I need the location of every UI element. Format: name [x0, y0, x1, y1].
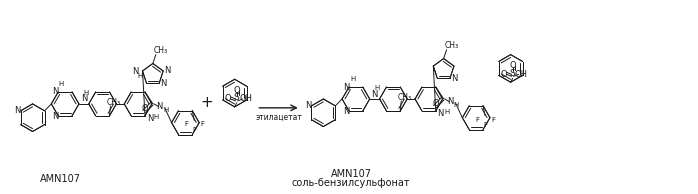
Text: CH₃: CH₃	[445, 41, 459, 50]
Text: S: S	[510, 69, 516, 78]
Text: N: N	[447, 97, 454, 106]
Text: CH₃: CH₃	[106, 98, 121, 107]
Text: N: N	[52, 87, 59, 96]
Text: этилацетат: этилацетат	[255, 113, 302, 122]
Text: O: O	[510, 61, 516, 70]
Text: H: H	[163, 107, 168, 113]
Text: H: H	[83, 90, 89, 96]
Text: F: F	[483, 122, 487, 128]
Text: OH: OH	[239, 94, 252, 103]
Text: N: N	[147, 114, 153, 123]
Text: H: H	[350, 76, 355, 82]
Text: F: F	[200, 121, 204, 127]
Text: F: F	[184, 121, 188, 127]
Text: O: O	[433, 99, 439, 108]
Text: N: N	[343, 107, 349, 116]
Text: S: S	[234, 94, 239, 102]
Text: F: F	[491, 117, 495, 123]
Text: +: +	[201, 95, 214, 110]
Text: N: N	[164, 67, 170, 75]
Text: H: H	[153, 114, 158, 120]
Text: соль-бензилсульфонат: соль-бензилсульфонат	[292, 178, 410, 188]
Text: N: N	[160, 79, 166, 88]
Text: N: N	[81, 94, 87, 103]
Text: N: N	[305, 101, 311, 110]
Text: N: N	[371, 90, 378, 99]
Text: N: N	[451, 74, 457, 83]
Text: O: O	[142, 104, 148, 113]
Text: N: N	[52, 112, 59, 121]
Text: N: N	[156, 102, 163, 111]
Text: N: N	[343, 82, 349, 92]
Text: O: O	[500, 70, 507, 79]
Text: AMN107: AMN107	[330, 169, 371, 179]
Text: AMN107: AMN107	[40, 174, 81, 184]
Text: O: O	[233, 86, 240, 95]
Text: N: N	[438, 109, 444, 118]
Text: H: H	[454, 102, 459, 108]
Text: CH₃: CH₃	[397, 93, 411, 102]
Text: F: F	[475, 117, 479, 123]
Text: N: N	[15, 106, 21, 115]
Text: H: H	[374, 85, 379, 91]
Text: H: H	[444, 109, 450, 115]
Text: N: N	[133, 68, 139, 76]
Text: O: O	[225, 94, 231, 103]
Text: H: H	[137, 73, 142, 79]
Text: H: H	[59, 81, 64, 87]
Text: OH: OH	[515, 70, 528, 79]
Text: F: F	[192, 127, 196, 133]
Text: CH₃: CH₃	[154, 46, 168, 55]
